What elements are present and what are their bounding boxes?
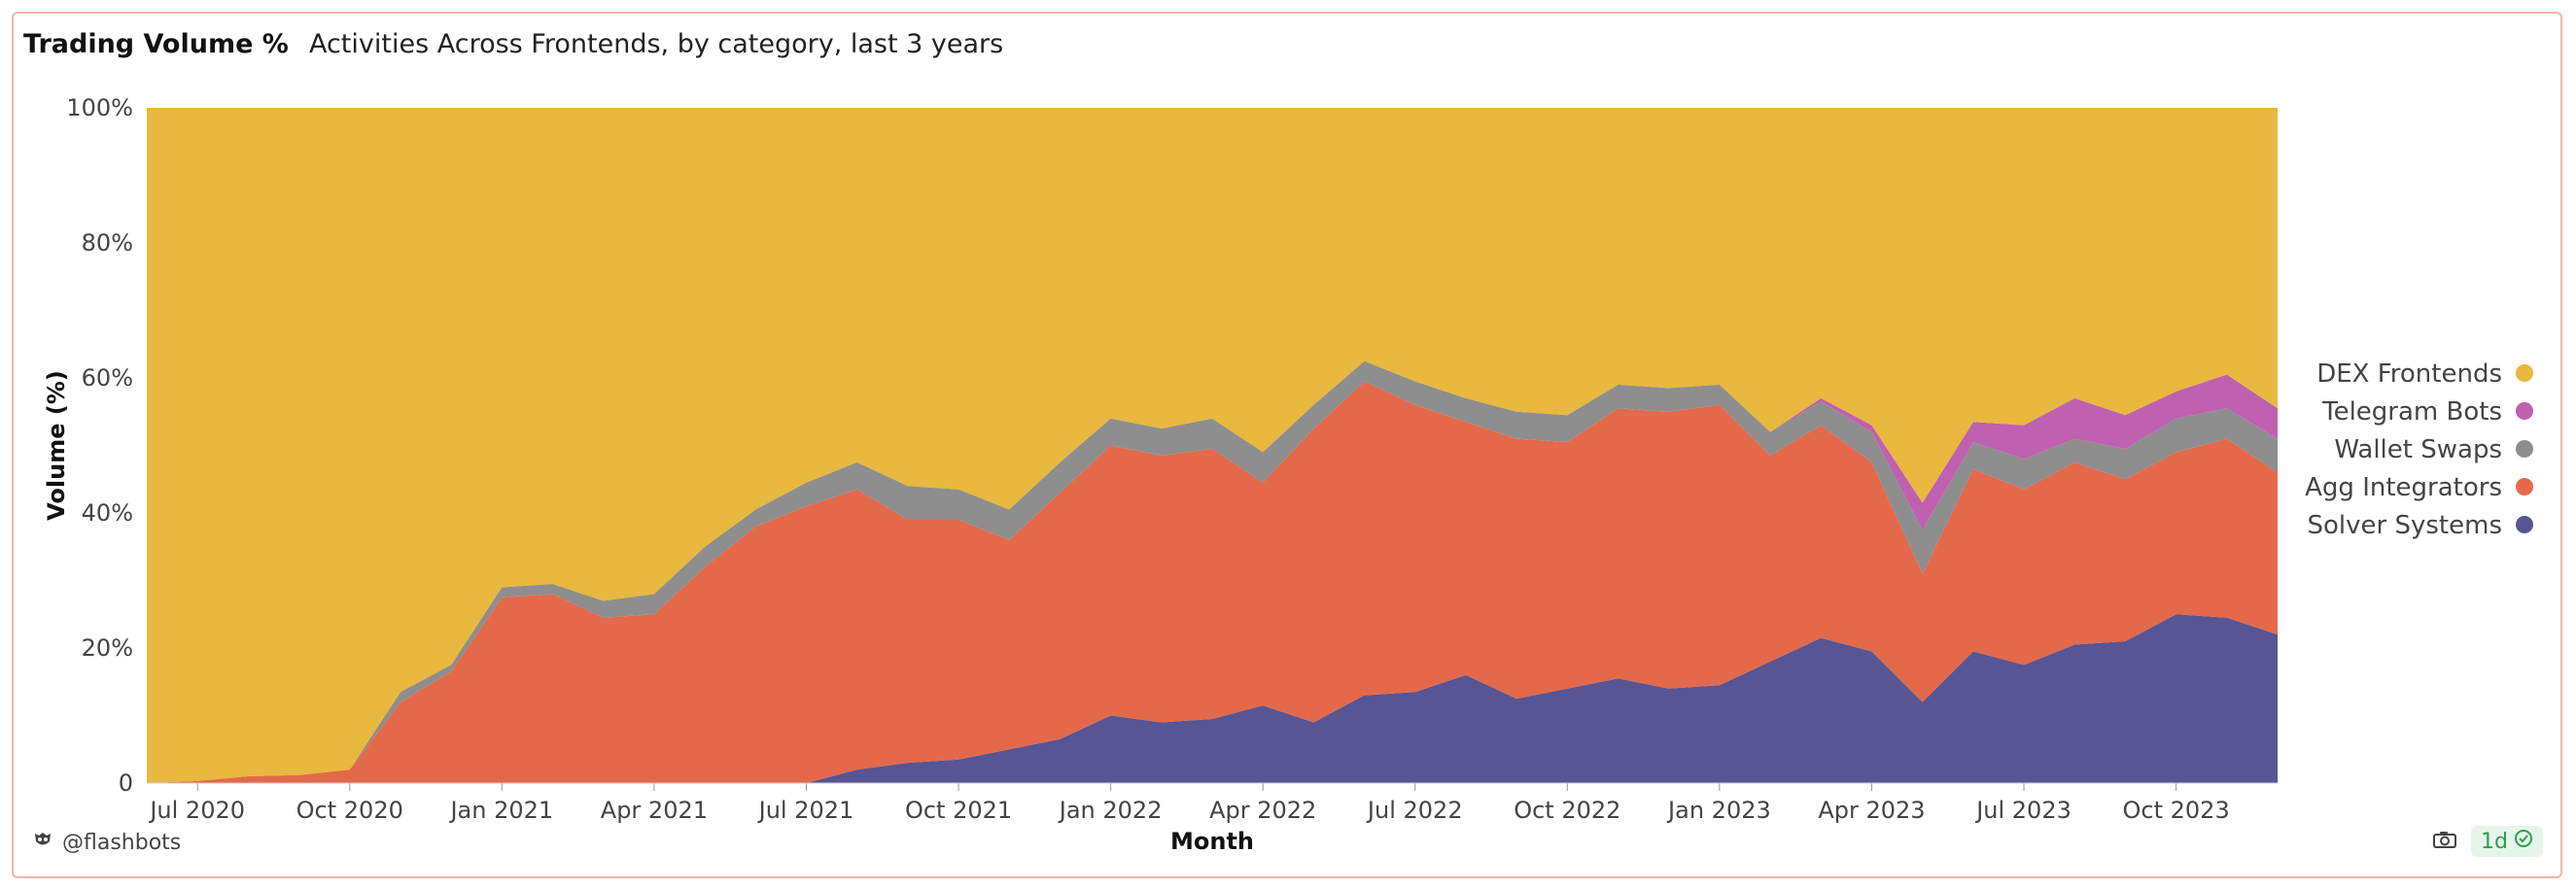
area-dex-frontends[interactable] [147,108,2278,783]
check-circle-icon [2514,829,2533,854]
legend-label: DEX Frontends [2316,359,2502,389]
x-tick-label: Apr 2021 [601,797,708,824]
chart-header: Trading Volume % Activities Across Front… [23,29,1003,59]
x-tick-label: Jul 2021 [757,797,854,824]
y-axis-title: Volume (%) [43,370,70,521]
camera-icon[interactable] [2432,830,2457,853]
legend-item-dex-frontends[interactable]: DEX Frontends [2316,359,2533,389]
x-tick-label: Jan 2022 [1058,797,1163,824]
legend-swatch [2516,364,2533,382]
x-axis-title: Month [1170,828,1254,855]
author-handle[interactable]: @flashbots [62,830,182,855]
legend-item-telegram-bots[interactable]: Telegram Bots [2321,397,2533,427]
area-solver-systems[interactable] [147,614,2278,783]
x-tick-label: Apr 2022 [1209,797,1316,824]
legend: DEX Frontends Telegram Bots Wallet Swaps Ag… [2305,359,2533,540]
area-layers [147,108,2278,783]
x-tick-label: Jan 2023 [1666,797,1771,824]
y-tick-label: 40% [82,499,133,527]
legend-label: Agg Integrators [2305,473,2502,502]
refresh-badge[interactable]: 1d [2471,826,2543,857]
legend-item-solver-systems[interactable]: Solver Systems [2308,511,2533,540]
footer-actions: 1d [2432,826,2543,857]
x-tick-label: Oct 2021 [905,797,1012,824]
legend-item-agg-integrators[interactable]: Agg Integrators [2305,473,2533,502]
legend-label: Telegram Bots [2321,397,2502,427]
footer-attribution: @flashbots [33,830,181,855]
x-tick-label: Oct 2023 [2123,797,2230,824]
x-tick-label: Oct 2020 [296,797,403,824]
refresh-interval: 1d [2481,829,2508,854]
x-tick-label: Jul 2022 [1366,797,1463,824]
y-tick-label: 0 [119,769,133,797]
y-tick-label: 60% [82,364,133,392]
legend-swatch [2516,440,2533,458]
y-axis-ticks: 0 20% 40% 60% 80% 100% [66,94,133,797]
area-wallet-swaps[interactable] [147,360,2278,783]
stacked-area-chart: 0 20% 40% 60% 80% 100% Jul 2020 Oct 2020 Jan 20… [43,94,2533,855]
x-tick-label: Apr 2023 [1818,797,1925,824]
x-tick-label: Jan 2021 [448,797,553,824]
y-tick-label: 20% [82,634,133,662]
legend-swatch [2516,402,2533,420]
chart-title: Trading Volume % [23,29,289,59]
x-tick-label: Jul 2020 [148,797,245,824]
legend-item-wallet-swaps[interactable]: Wallet Swaps [2334,435,2533,464]
legend-swatch [2516,478,2533,495]
legend-label: Solver Systems [2308,511,2502,540]
area-agg-integrators[interactable] [147,381,2278,784]
chart-subtitle: Activities Across Frontends, by category… [308,29,1004,59]
legend-label: Wallet Swaps [2334,435,2502,464]
x-tick-label: Jul 2023 [1974,797,2071,824]
x-axis-ticks: Jul 2020 Oct 2020 Jan 2021 Apr 2021 Jul 2021… [148,783,2230,824]
legend-swatch [2516,516,2533,533]
x-tick-label: Oct 2022 [1514,797,1620,824]
y-tick-label: 80% [82,229,133,256]
chart-card: Trading Volume % Activities Across Front… [12,12,2562,878]
owl-logo-icon [33,830,52,855]
y-tick-label: 100% [66,94,133,121]
